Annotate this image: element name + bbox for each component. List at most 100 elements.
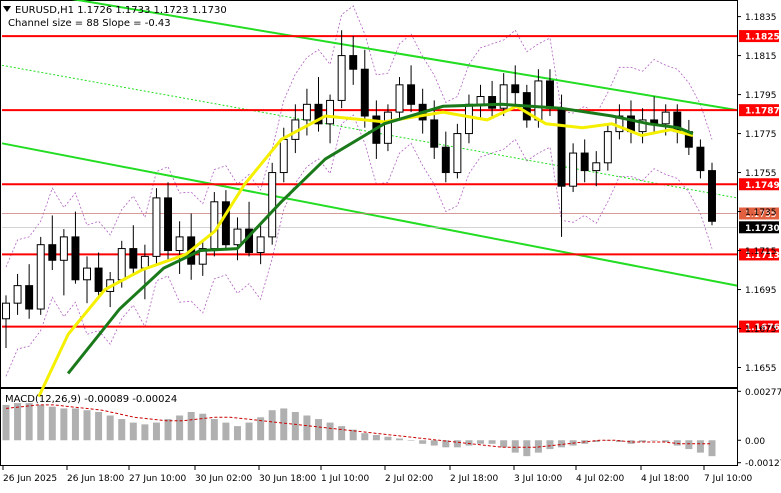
macd-layer: [2, 403, 716, 457]
macd-histogram-bar: [152, 422, 160, 441]
macd-histogram-bar: [37, 404, 45, 441]
candle-bearish: [164, 197, 173, 252]
time-tick-label: 2 Jul 02:00: [385, 474, 434, 484]
price-tick-label: 1.1695: [745, 286, 777, 296]
candle-bearish: [430, 119, 439, 148]
marker-price-label: 1.1735: [745, 210, 777, 220]
candle-bearish: [221, 201, 230, 246]
candle-bullish: [2, 302, 10, 320]
bollinger-lower-band: [5, 114, 713, 377]
macd-histogram-bar: [268, 410, 276, 441]
candle-bullish: [476, 96, 485, 105]
macd-histogram-bar: [523, 440, 531, 457]
candle-bullish: [638, 119, 647, 133]
macd-histogram-bar: [187, 411, 195, 441]
level-price-label: 1.1787: [745, 107, 780, 117]
level-price-label: 1.1713: [745, 251, 780, 261]
macd-histogram-bar: [106, 415, 114, 441]
macd-histogram-bar: [488, 440, 496, 444]
level-price-tag: [739, 178, 779, 191]
macd-histogram-bar: [233, 426, 241, 441]
candle-bullish: [499, 84, 508, 109]
macd-histogram-bar: [592, 440, 600, 443]
candle-bearish: [708, 170, 716, 222]
candle-bullish: [453, 133, 462, 174]
macd-label: MACD(12,26,9) -0.00089 -0.00024: [5, 394, 177, 405]
candle-bearish: [349, 55, 358, 70]
macd-histogram-bar: [14, 403, 22, 441]
axes-layer: 1.1835 1.1815 1.1795 1.1775 1.1755 1.1735 1.17…: [2, 13, 781, 484]
macd-tick-label: -0.00127: [745, 459, 781, 469]
macd-histogram-bar: [453, 440, 461, 448]
level-price-tag: [739, 248, 779, 261]
level-price-tag: [739, 320, 779, 333]
macd-histogram-bar: [141, 424, 149, 441]
macd-histogram-bar: [361, 433, 369, 441]
price-tick-label: 1.1715: [745, 247, 777, 257]
macd-panel-frame: [0, 388, 738, 466]
candle-bullish: [326, 99, 335, 125]
marker-price-tag: [739, 207, 779, 220]
macd-histogram-bar: [685, 440, 693, 450]
candle-bullish: [210, 201, 219, 250]
macd-histogram-bar: [430, 440, 438, 446]
symbol-header: EURUSD,H1 1.1726 1.1733 1.1723 1.1730: [15, 5, 227, 16]
channel-lower-line: [1, 142, 738, 287]
macd-histogram-bar: [314, 419, 322, 441]
macd-histogram-bar: [627, 440, 635, 444]
bollinger-layer: [5, 5, 713, 377]
channel-info: Channel size = 88 Slope = -0.43: [8, 18, 171, 29]
candle-bullish: [198, 248, 207, 265]
channel-upper-line: [71, 0, 738, 112]
candle-bullish: [83, 267, 91, 281]
candle-bearish: [511, 84, 520, 94]
candle-bullish: [233, 228, 242, 246]
dropdown-triangle-icon[interactable]: [3, 6, 11, 12]
candle-bullish: [603, 131, 612, 164]
time-tick-label: 3 Jul 10:00: [514, 474, 563, 484]
candle-bullish: [569, 152, 578, 187]
time-tick-label: 26 Jun 18:00: [67, 474, 124, 484]
macd-histogram-bar: [129, 422, 137, 441]
time-tick-label: 26 Jun 2025: [3, 474, 57, 484]
candle-bullish: [175, 236, 184, 252]
macd-histogram-bar: [372, 434, 380, 441]
macd-histogram-bar: [558, 440, 566, 448]
macd-histogram-bar: [534, 440, 542, 453]
macd-histogram-bar: [222, 422, 230, 441]
macd-histogram-bar: [349, 429, 357, 441]
macd-histogram-bar: [338, 426, 346, 441]
macd-histogram-bar: [83, 410, 91, 441]
candle-bearish: [441, 146, 450, 174]
macd-histogram-bar: [442, 440, 450, 448]
candle-bullish: [395, 84, 404, 113]
price-tick-label: 1.1835: [745, 13, 777, 23]
candle-bullish: [117, 248, 126, 281]
macd-histogram-bar: [199, 413, 207, 441]
candle-bullish: [13, 285, 22, 304]
level-price-tag: [739, 30, 779, 43]
macd-histogram-bar: [384, 436, 392, 441]
macd-histogram-bar: [303, 415, 311, 441]
macd-histogram-bar: [210, 419, 218, 441]
candle-bullish: [59, 236, 68, 261]
macd-histogram-bar: [650, 440, 658, 441]
macd-histogram-bar: [2, 404, 10, 441]
candle-bearish: [580, 152, 589, 172]
candle-bearish: [71, 236, 80, 281]
time-tick-label: 1 Jul 10:00: [321, 474, 370, 484]
candle-bearish: [360, 68, 369, 117]
candle-bullish: [383, 111, 392, 144]
macd-tick-label: 0.00: [745, 437, 765, 447]
candle-bullish: [279, 138, 288, 174]
time-tick-label: 27 Jun 10:00: [129, 474, 186, 484]
macd-histogram-bar: [465, 440, 473, 446]
candle-bullish: [140, 255, 149, 269]
current-price-label: 1.1730: [745, 224, 780, 234]
candle-bullish: [464, 103, 473, 135]
candle-bullish: [337, 55, 346, 101]
macd-histogram-bar: [25, 403, 33, 441]
